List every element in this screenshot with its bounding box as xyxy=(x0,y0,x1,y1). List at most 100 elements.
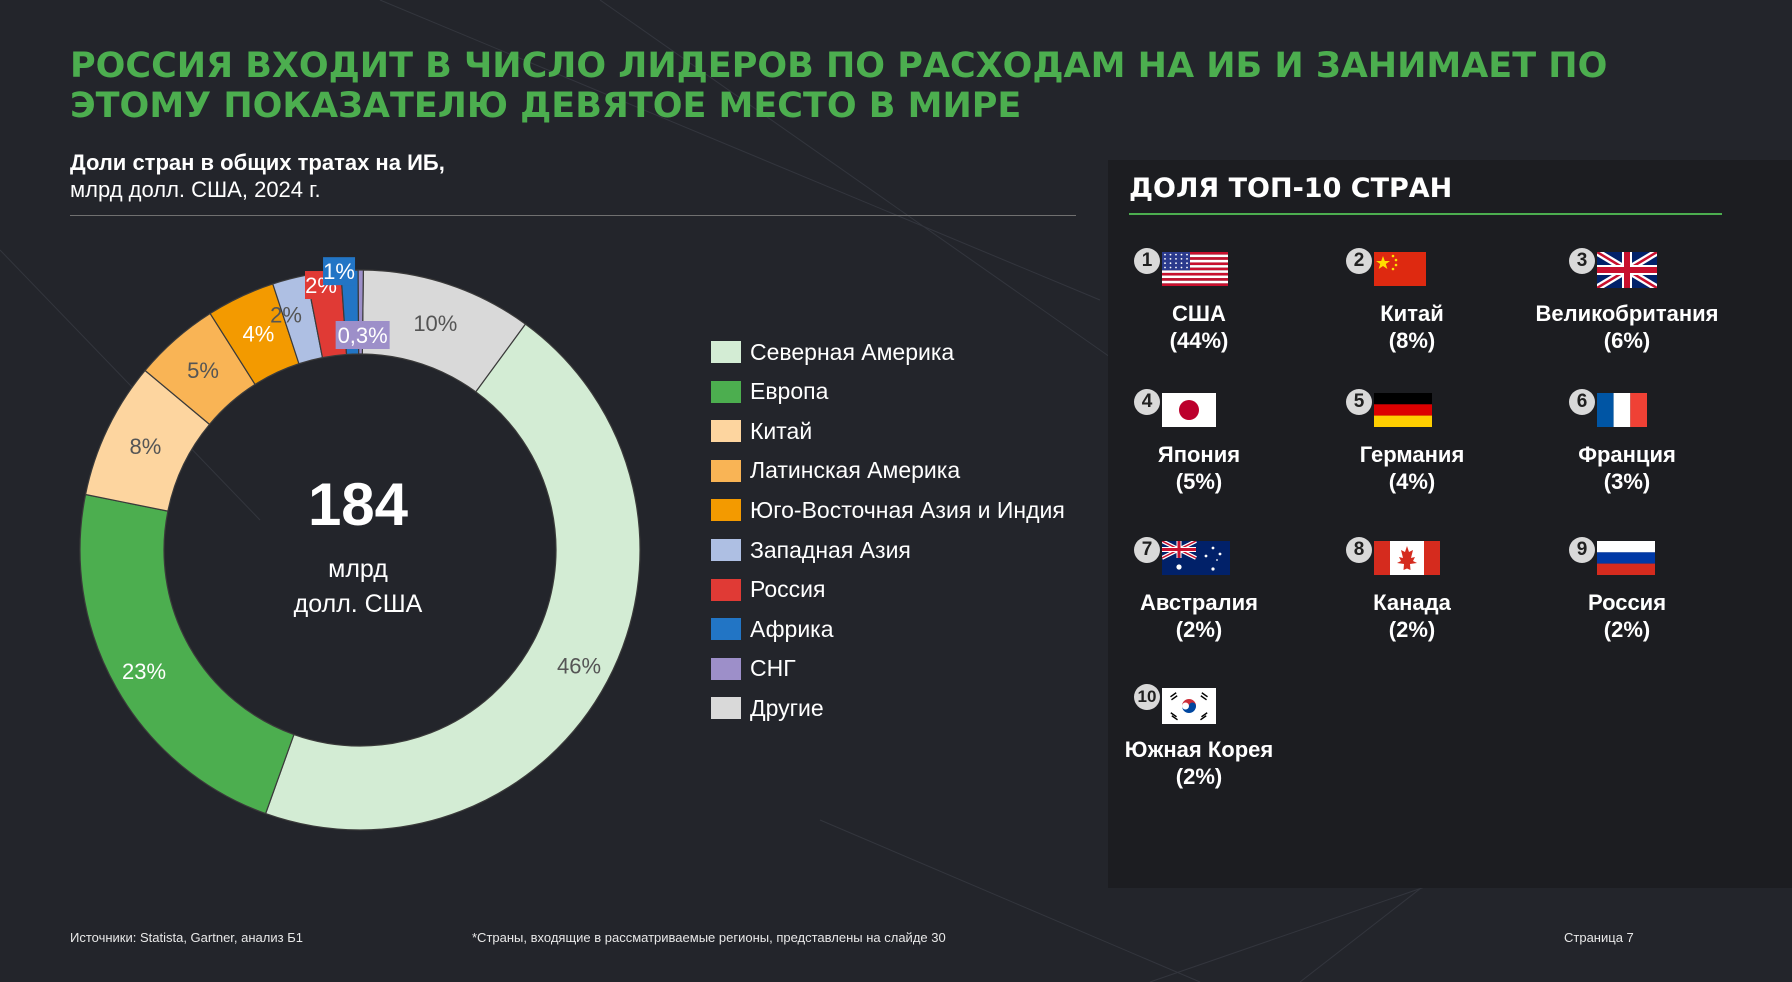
legend-swatch xyxy=(711,697,741,720)
country-text: Россия (2%) xyxy=(1512,589,1742,643)
donut-label-3: 8% xyxy=(130,434,162,459)
country-share: (2%) xyxy=(1388,617,1436,642)
top10-country: 1 США (44%) xyxy=(1084,248,1314,398)
legend-item: Африка xyxy=(711,614,834,644)
chart-title: Доли стран в общих тратах на ИБ, xyxy=(70,150,445,175)
legend-swatch xyxy=(711,657,741,680)
donut-label-6: 2% xyxy=(270,303,302,328)
donut-label-bg-9 xyxy=(335,321,390,350)
country-share: (5%) xyxy=(1175,469,1223,494)
legend-swatch xyxy=(711,539,741,561)
page-number: Страница 7 xyxy=(1564,930,1634,945)
chart-subtitle: млрд долл. США, 2024 г. xyxy=(70,177,321,202)
top10-title: ДОЛЯ ТОП-10 СТРАН xyxy=(1129,173,1453,204)
country-share: (6%) xyxy=(1603,328,1651,353)
legend-item: Северная Америка xyxy=(711,337,954,367)
legend-swatch xyxy=(711,499,741,522)
legend-label: Северная Америка xyxy=(750,338,955,365)
legend-item: Европа xyxy=(711,377,828,407)
jp-flag-icon xyxy=(1162,393,1216,432)
legend-label: Китай xyxy=(750,417,813,444)
top10-country: 2 Китай (8%) xyxy=(1297,248,1527,398)
rank-badge: 3 xyxy=(1569,248,1595,274)
chart-title-block: Доли стран в общих тратах на ИБ, млрд до… xyxy=(70,149,445,203)
legend-swatch xyxy=(711,578,741,601)
country-text: Франция (3%) xyxy=(1512,441,1742,495)
legend-swatch xyxy=(711,459,741,482)
legend-label: Юго-Восточная Азия и Индия xyxy=(750,496,1065,523)
center-unit-line1: млрд xyxy=(328,555,388,583)
country-share: (3%) xyxy=(1603,469,1651,494)
donut-label-10: 10% xyxy=(413,311,457,336)
legend-label: Латинская Америка xyxy=(750,457,961,484)
cn-flag-icon xyxy=(1374,252,1426,291)
ru-flag-icon xyxy=(1597,541,1655,580)
top10-country: 9 Россия (2%) xyxy=(1512,537,1742,687)
country-share: (4%) xyxy=(1388,469,1436,494)
legend-swatch xyxy=(711,341,741,363)
donut-label-1: 46% xyxy=(557,653,601,678)
country-text: Германия (4%) xyxy=(1297,441,1527,495)
donut-label-4: 5% xyxy=(187,358,219,383)
ca-flag-icon xyxy=(1374,541,1440,580)
country-name: Франция xyxy=(1578,442,1676,467)
rank-badge: 2 xyxy=(1346,248,1372,274)
rank-badge: 8 xyxy=(1346,537,1372,563)
legend-item: Россия xyxy=(711,575,825,605)
center-unit-line2: долл. США xyxy=(293,590,423,618)
donut-label-9: 0,3% xyxy=(338,323,388,348)
rank-badge: 6 xyxy=(1569,389,1595,415)
top10-country: 5 Германия (4%) xyxy=(1297,389,1527,539)
donut-label-2: 23% xyxy=(122,659,166,684)
country-share: (2%) xyxy=(1603,617,1651,642)
legend-label: Западная Азия xyxy=(750,536,911,563)
legend-label: СНГ xyxy=(750,655,796,682)
country-text: Япония (5%) xyxy=(1084,441,1314,495)
country-text: Южная Корея (2%) xyxy=(1084,736,1314,790)
rank-badge: 7 xyxy=(1134,537,1160,563)
top10-country: 4 Япония (5%) xyxy=(1084,389,1314,539)
country-name: Канада xyxy=(1373,590,1451,615)
donut-slice-1 xyxy=(264,323,641,831)
country-name: США xyxy=(1172,301,1226,326)
gb-flag-icon xyxy=(1595,248,1659,293)
country-text: Китай (8%) xyxy=(1297,300,1527,354)
top10-divider xyxy=(1129,213,1722,215)
top10-country: 6 Франция (3%) xyxy=(1512,389,1742,539)
country-name: Япония xyxy=(1157,442,1241,467)
center-total-value: 184 xyxy=(307,471,409,538)
top10-country: 7 Австралия (2%) xyxy=(1084,537,1314,687)
legend-item: СНГ xyxy=(711,654,796,684)
top10-country: 10 Южная Корея (2%) xyxy=(1084,684,1314,834)
legend-item: Западная Азия xyxy=(711,535,911,565)
rank-badge: 9 xyxy=(1569,537,1595,563)
top10-country: 3 Великобритания (6%) xyxy=(1512,248,1742,398)
legend-swatch xyxy=(711,618,741,641)
rank-badge: 4 xyxy=(1134,389,1160,415)
legend-label: Европа xyxy=(750,378,829,405)
country-text: Австралия (2%) xyxy=(1084,589,1314,643)
legend-item: Латинская Америка xyxy=(711,456,960,486)
legend-label: Россия xyxy=(750,576,826,603)
legend-swatch xyxy=(711,420,741,443)
country-text: Канада (2%) xyxy=(1297,589,1527,643)
fr-flag-icon xyxy=(1597,393,1647,432)
donut-label-bg-8 xyxy=(323,257,356,286)
country-share: (8%) xyxy=(1388,328,1436,353)
donut-slice-2 xyxy=(79,493,295,815)
page-title: РОССИЯ ВХОДИТ В ЧИСЛО ЛИДЕРОВ ПО РАСХОДА… xyxy=(70,46,1608,126)
legend-label: Африка xyxy=(750,615,834,642)
rank-badge: 1 xyxy=(1134,248,1160,274)
center-total-unit: млрд долл. США xyxy=(258,552,458,622)
title-divider xyxy=(70,215,1076,216)
donut-chart: 10%46%23%8%5%4%2%2%1%0,3% xyxy=(79,257,641,831)
country-share: (2%) xyxy=(1175,617,1223,642)
country-name: Германия xyxy=(1359,442,1465,467)
country-name: Китай xyxy=(1380,301,1444,326)
donut-label-5: 4% xyxy=(243,322,275,347)
rank-badge: 10 xyxy=(1134,684,1160,710)
legend-swatch xyxy=(711,380,741,403)
country-name: Россия xyxy=(1587,590,1667,615)
rank-badge: 5 xyxy=(1346,389,1372,415)
us-flag-icon xyxy=(1162,252,1228,291)
